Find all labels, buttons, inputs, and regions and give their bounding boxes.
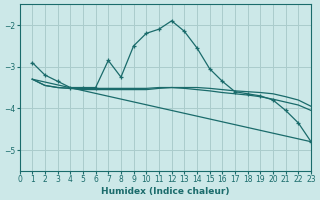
X-axis label: Humidex (Indice chaleur): Humidex (Indice chaleur): [101, 187, 229, 196]
